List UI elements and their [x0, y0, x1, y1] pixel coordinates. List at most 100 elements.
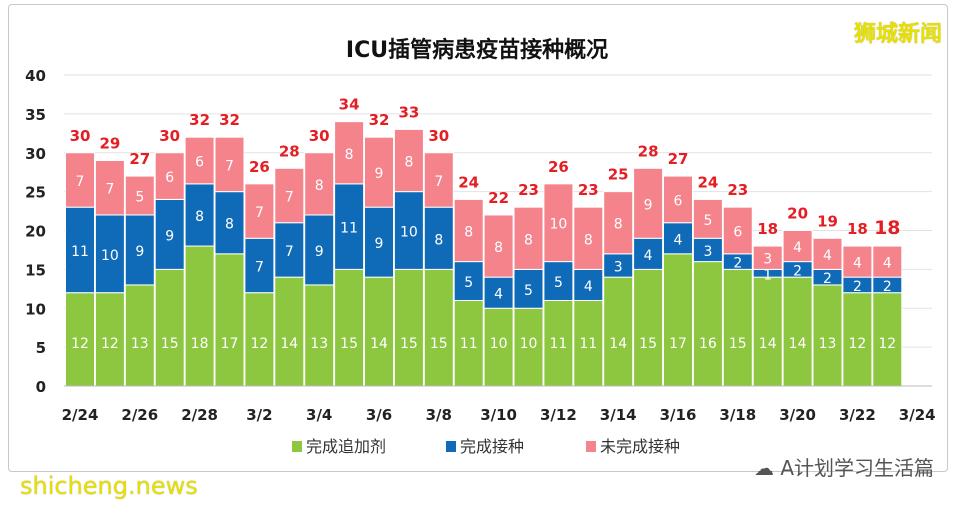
data-label: 10 [549, 217, 567, 233]
total-label: 27 [668, 150, 689, 168]
total-label: 32 [189, 111, 210, 129]
data-label: 13 [819, 336, 837, 352]
data-label: 10 [490, 336, 508, 352]
data-label: 15 [340, 336, 358, 352]
data-label: 5 [135, 190, 144, 206]
x-tick-label: 3/20 [779, 406, 816, 424]
legend-swatch [586, 441, 596, 452]
bar-segment-2 [453, 261, 484, 301]
total-label: 24 [458, 173, 479, 191]
bar-segment-3 [543, 183, 574, 263]
data-label: 3 [763, 252, 772, 268]
bar-segment-3 [573, 206, 604, 270]
data-label: 13 [131, 336, 149, 352]
data-label: 10 [520, 336, 538, 352]
data-label: 8 [494, 240, 503, 256]
bar-segment-3 [274, 167, 305, 224]
total-label: 32 [219, 111, 240, 129]
x-tick-label: 2/28 [181, 406, 218, 424]
data-label: 12 [250, 336, 268, 352]
total-label: 24 [697, 173, 718, 191]
bar-segment-3 [364, 136, 394, 208]
data-label: 4 [584, 279, 593, 295]
total-label: 23 [518, 181, 539, 199]
bar-segment-1 [393, 268, 424, 387]
data-label: 11 [340, 221, 358, 237]
bar-segment-1 [364, 276, 394, 387]
total-label: 18 [874, 217, 900, 239]
x-tick-label: 3/6 [366, 406, 392, 424]
bar-segment-2 [483, 276, 514, 309]
bar-segment-2 [334, 183, 365, 270]
data-label: 2 [853, 279, 862, 295]
total-label: 23 [727, 181, 748, 199]
bar-segment-2 [423, 206, 454, 270]
bar-segment-1 [722, 268, 753, 387]
data-label: 7 [255, 259, 264, 275]
x-tick-label: 2/24 [62, 406, 99, 424]
data-label: 3 [614, 259, 623, 275]
bar-segment-2 [364, 206, 394, 278]
data-label: 4 [883, 256, 892, 272]
x-tick-label: 3/10 [480, 406, 517, 424]
data-label: 7 [434, 174, 443, 190]
total-label: 29 [99, 135, 120, 153]
x-tick-label: 3/4 [306, 406, 332, 424]
data-label: 2 [823, 271, 832, 287]
y-tick-label: 30 [25, 145, 46, 163]
bar-segment-3 [304, 152, 335, 216]
data-label: 8 [524, 232, 533, 248]
data-label: 16 [699, 336, 717, 352]
data-label: 9 [315, 244, 324, 260]
data-label: 4 [853, 256, 862, 272]
bar-segment-2 [304, 214, 335, 286]
bar-segment-3 [692, 198, 723, 239]
data-label: 8 [584, 232, 593, 248]
bar-segment-1 [633, 268, 664, 387]
total-label: 26 [548, 158, 569, 176]
legend-label: 未完成接种 [600, 437, 680, 456]
total-label: 18 [757, 220, 778, 238]
data-label: 11 [579, 336, 597, 352]
bar-segment-3 [483, 214, 514, 278]
data-label: 6 [165, 170, 174, 186]
y-tick-label: 0 [36, 378, 46, 396]
total-label: 23 [578, 181, 599, 199]
bar-segment-2 [543, 261, 574, 301]
total-label: 30 [428, 127, 449, 145]
y-tick-label: 15 [25, 261, 46, 279]
chart-title: ICU插管病患疫苗接种概况 [346, 37, 608, 63]
bar-segment-2 [94, 214, 125, 294]
data-label: 4 [674, 232, 683, 248]
data-label: 14 [370, 336, 388, 352]
bar-segment-2 [214, 191, 245, 255]
bar-segment-1 [573, 299, 604, 387]
data-label: 7 [255, 205, 264, 221]
bar-segment-1 [453, 299, 484, 387]
data-label: 15 [400, 336, 418, 352]
data-label: 10 [400, 225, 418, 241]
data-label: 5 [524, 283, 533, 299]
legend-swatch [292, 441, 302, 452]
data-label: 5 [554, 275, 563, 291]
data-label: 17 [221, 336, 239, 352]
data-label: 4 [823, 248, 832, 264]
total-label: 19 [817, 212, 838, 230]
bar-segment-3 [752, 245, 783, 270]
bar-segment-3 [154, 152, 185, 200]
total-label: 28 [279, 142, 300, 160]
data-label: 4 [644, 248, 653, 264]
bar-segment-3 [722, 206, 753, 255]
data-label: 7 [105, 182, 114, 198]
bar-segment-3 [663, 175, 693, 224]
x-tick-label: 2/26 [121, 406, 158, 424]
data-label: 17 [669, 336, 687, 352]
x-tick-label: 3/22 [839, 406, 876, 424]
total-label: 28 [638, 142, 659, 160]
data-label: 9 [165, 228, 174, 244]
bar-segment-3 [513, 206, 544, 270]
data-label: 8 [464, 225, 473, 241]
data-label: 9 [375, 236, 384, 252]
data-label: 2 [793, 263, 802, 279]
data-label: 8 [434, 232, 443, 248]
